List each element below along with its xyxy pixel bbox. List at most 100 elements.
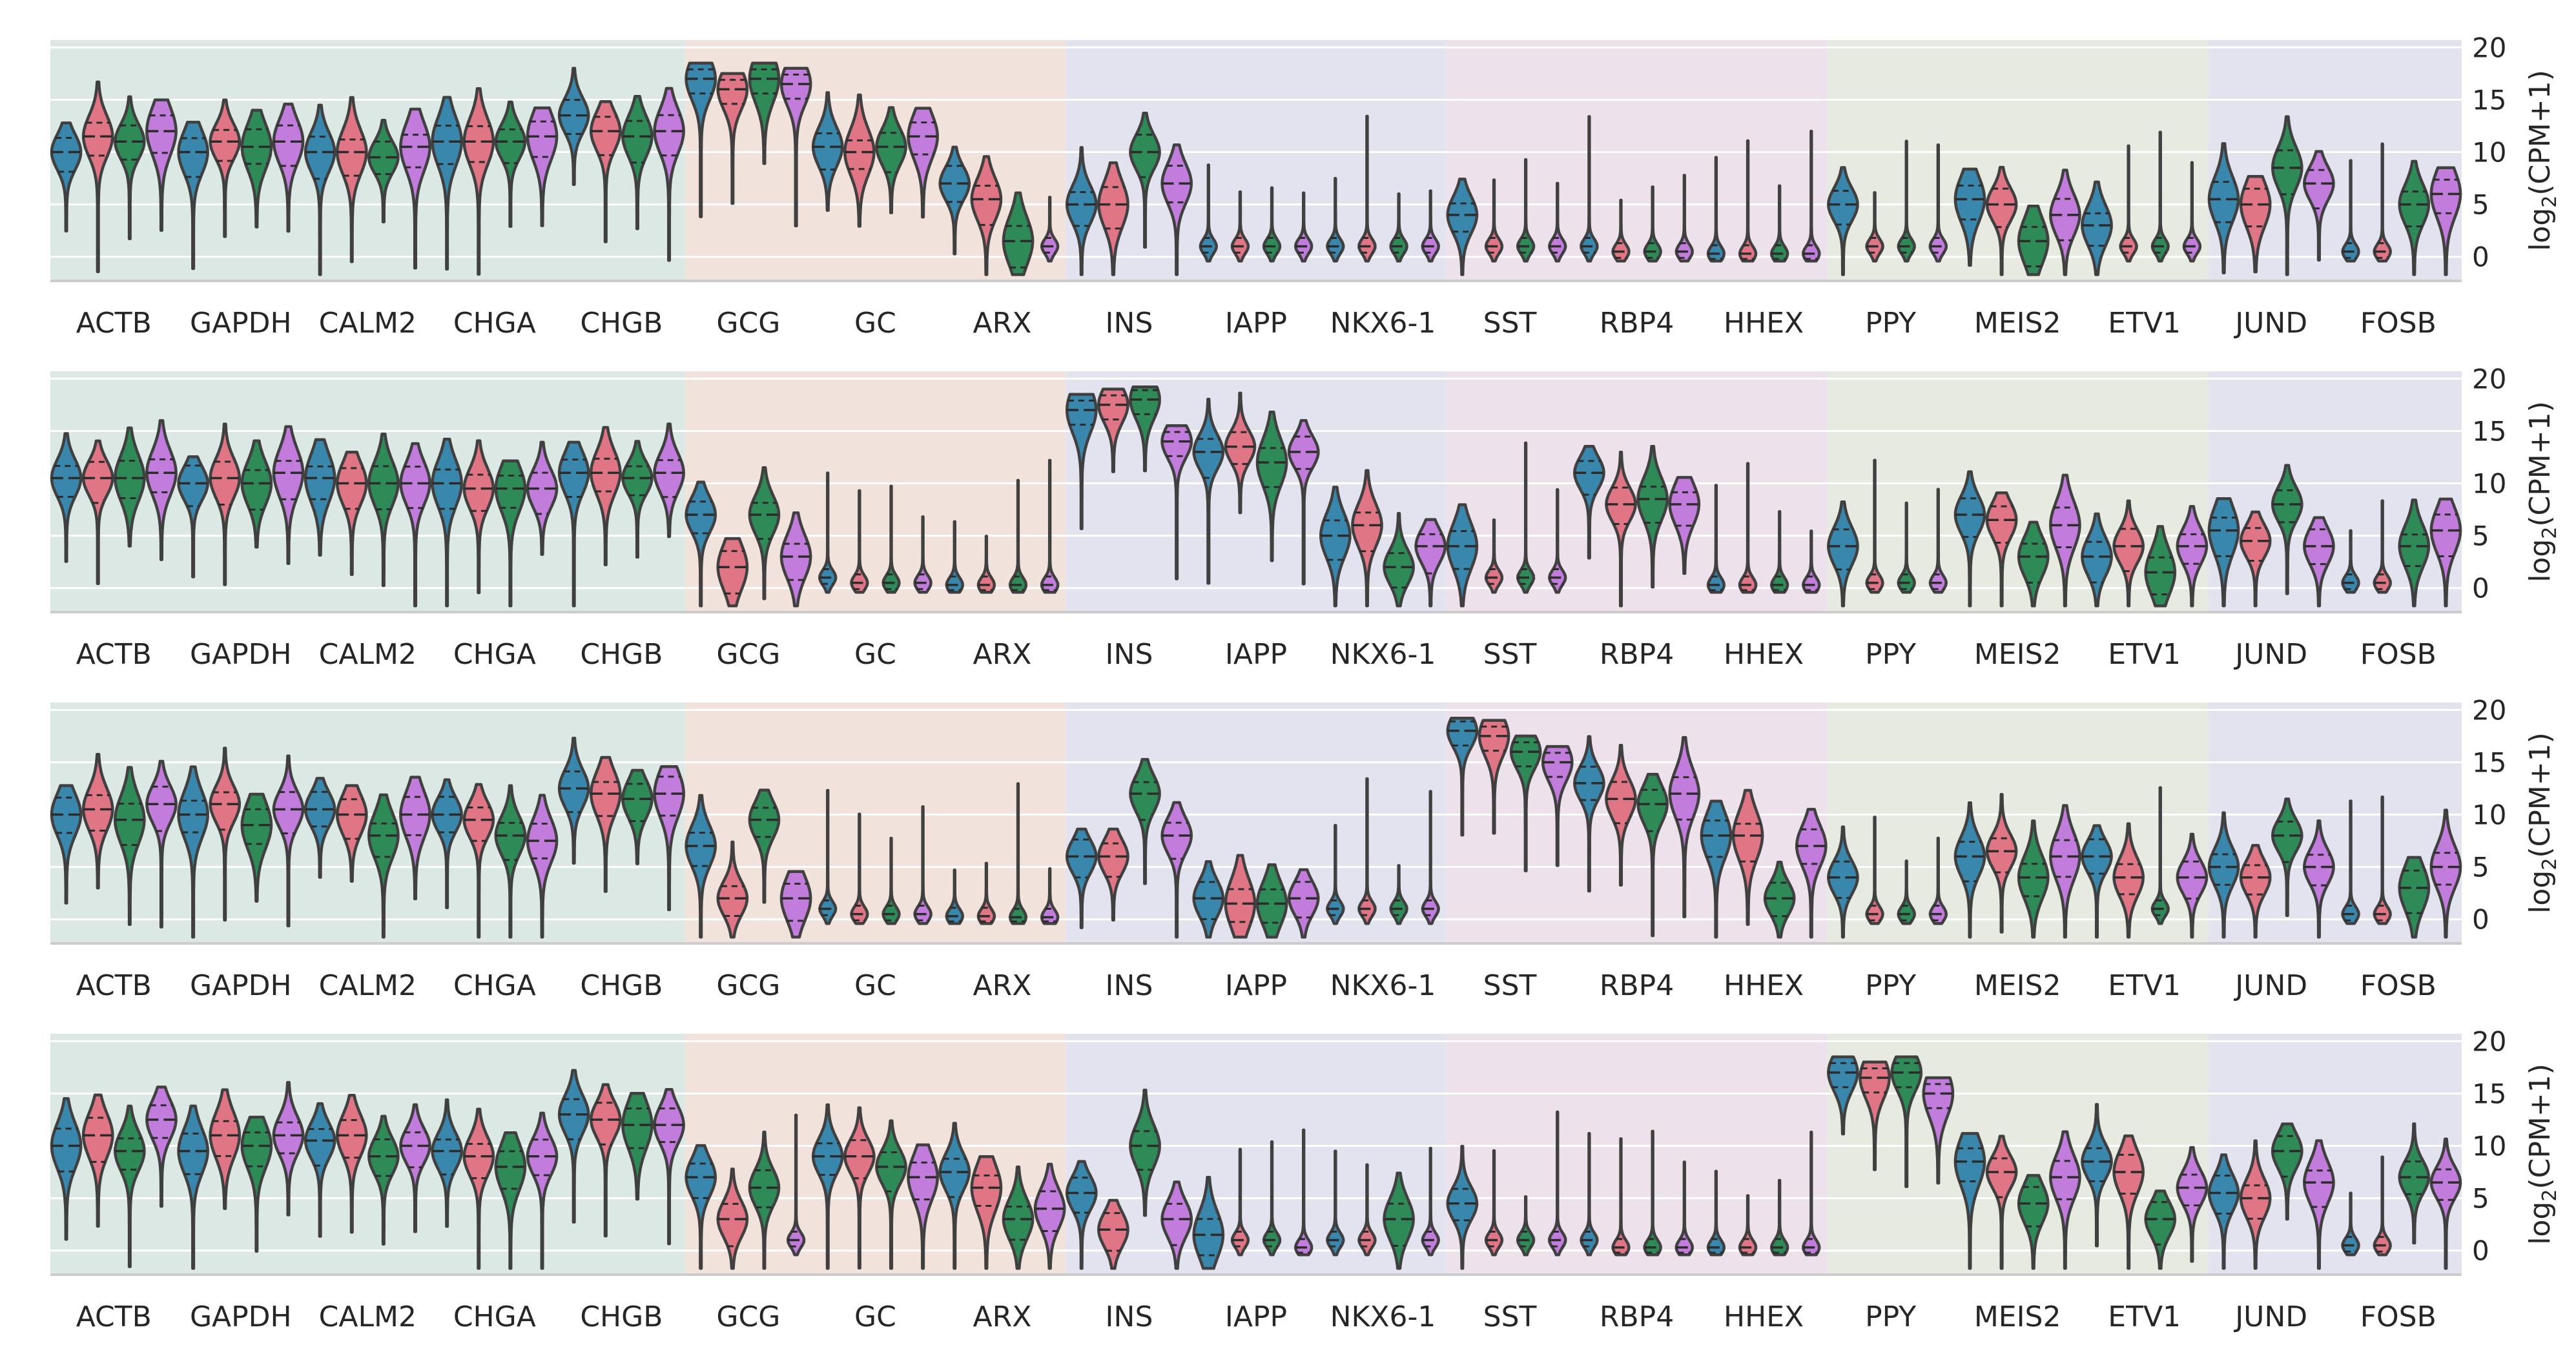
group-band — [1066, 371, 1447, 612]
violin-chgb-s2 — [589, 755, 622, 893]
panel-2: ACTB GAPDH CALM2 CHGA CHGB GCG GC ARX INS IAPP NKX… — [50, 363, 2561, 671]
violin-ins-s1 — [1065, 827, 1098, 929]
violin-ins-s1 — [1065, 146, 1098, 276]
violin-calm2-s2 — [335, 1093, 368, 1234]
violin-gcg-s3 — [748, 466, 781, 601]
y-tick-label: 15 — [2472, 415, 2506, 447]
violin-actb-s4 — [145, 419, 178, 562]
violin-rbp4-s2 — [1611, 1137, 1631, 1257]
violin-hhex-s4 — [1802, 1131, 1821, 1257]
violin-chga-s2 — [462, 783, 495, 939]
violin-chgb-s4 — [653, 765, 685, 912]
gene-label: CHGA — [453, 969, 536, 1002]
violin-fosb-s4 — [2429, 1137, 2462, 1270]
gene-label: HHEX — [1724, 638, 1804, 671]
violin-gcg-s3 — [748, 788, 781, 904]
gene-label: RBP4 — [1600, 638, 1674, 671]
y-tick-label: 20 — [2472, 363, 2506, 395]
gene-label: SST — [1483, 638, 1537, 671]
violin-hhex-s1 — [1706, 1169, 1726, 1257]
violin-etv1-s1 — [2081, 180, 2113, 276]
y-tick-label: 15 — [2472, 84, 2506, 116]
violin-ppy-s4 — [1922, 1076, 1955, 1185]
violin-fosb-s3 — [2398, 159, 2431, 276]
gene-label: IAPP — [1225, 638, 1287, 671]
violin-gcg-s2 — [716, 537, 749, 608]
gene-label: MEIS2 — [1974, 638, 2061, 671]
violin-ins-s1 — [1065, 1160, 1098, 1270]
gene-label: GCG — [716, 969, 780, 1002]
gene-label: FOSB — [2360, 1300, 2437, 1333]
gene-label: FOSB — [2360, 969, 2437, 1002]
gene-label: JUND — [2233, 638, 2307, 671]
gene-label: CHGA — [453, 638, 536, 671]
violin-jund-s4 — [2303, 819, 2335, 939]
gene-label: ACTB — [76, 307, 152, 340]
violin-hhex-s1 — [1706, 484, 1726, 594]
violin-gapdh-s3 — [240, 1115, 273, 1253]
violin-gcg-s3 — [748, 61, 781, 165]
violin-ppy-s4 — [1928, 488, 1948, 594]
violin-jund-s2 — [2239, 843, 2272, 939]
violin-rbp4-s2 — [1611, 198, 1631, 263]
violin-nkx6-1-s1 — [1326, 176, 1345, 263]
group-band — [1446, 40, 1828, 281]
violin-arx-s4 — [1040, 196, 1060, 263]
violin-etv1-s2 — [2112, 1134, 2145, 1270]
violin-etv1-s2 — [2119, 144, 2138, 263]
violin-arx-s3 — [1002, 1166, 1035, 1270]
violin-rbp4-s1 — [1580, 1131, 1599, 1257]
violin-actb-s1 — [50, 1097, 83, 1241]
violin-actb-s2 — [81, 752, 114, 890]
violin-rbp4-s2 — [1605, 744, 1637, 887]
group-band — [685, 703, 1066, 943]
violin-gc-s1 — [818, 788, 838, 925]
group-band — [1066, 1034, 1447, 1275]
gene-label: ETV1 — [2108, 1300, 2181, 1333]
violin-iapp-s4 — [1287, 418, 1320, 586]
violin-chga-s3 — [494, 459, 527, 608]
violin-sst-s4 — [1548, 1110, 1567, 1257]
violin-calm2-s3 — [367, 432, 400, 588]
violin-jund-s2 — [2239, 175, 2272, 274]
gene-label: IAPP — [1225, 1300, 1287, 1333]
violin-rbp4-s4 — [1668, 735, 1701, 919]
violin-gapdh-s1 — [177, 1104, 209, 1270]
violin-gc-s3 — [875, 106, 907, 214]
violin-rbp4-s1 — [1573, 445, 1605, 560]
gene-label: HHEX — [1724, 1300, 1804, 1333]
violin-chga-s1 — [431, 437, 463, 608]
violin-ppy-s4 — [1928, 836, 1948, 925]
violin-ins-s3 — [1129, 1088, 1161, 1217]
violin-iapp-s3 — [1255, 863, 1288, 939]
y-tick-label: 20 — [2472, 694, 2506, 726]
violin-chgb-s1 — [557, 1069, 590, 1224]
violin-nkx6-1-s2 — [1357, 777, 1377, 925]
gene-label: FOSB — [2360, 307, 2437, 340]
y-tick-label: 5 — [2472, 852, 2489, 883]
violin-chgb-s2 — [589, 1083, 622, 1238]
violin-gc-s3 — [881, 836, 901, 925]
violin-iapp-s3 — [1262, 186, 1282, 263]
violin-iapp-s4 — [1294, 1128, 1314, 1257]
group-band — [685, 371, 1066, 612]
violin-chga-s2 — [462, 439, 495, 595]
violin-etv1-s2 — [2112, 499, 2145, 608]
violin-hhex-s4 — [1802, 129, 1821, 263]
violin-jund-s4 — [2303, 516, 2335, 608]
violin-sst-s3 — [1509, 734, 1542, 872]
gene-label: GC — [854, 1300, 896, 1333]
gene-label: CHGA — [453, 1300, 536, 1333]
violin-meis2-s2 — [1985, 165, 2018, 276]
violin-ins-s4 — [1160, 143, 1193, 276]
violin-etv1-s4 — [2176, 505, 2209, 608]
y-axis-label: log2(CPM+1) — [2524, 1063, 2561, 1245]
violin-calm2-s3 — [367, 793, 400, 939]
violin-calm2-s1 — [304, 438, 336, 557]
violin-meis2-s3 — [2017, 204, 2050, 276]
violin-rbp4-s4 — [1668, 476, 1701, 575]
violin-jund-s4 — [2303, 1139, 2335, 1270]
violin-ins-s1 — [1065, 393, 1098, 530]
gene-label: NKX6-1 — [1330, 638, 1436, 671]
violin-nkx6-1-s3 — [1383, 511, 1415, 608]
